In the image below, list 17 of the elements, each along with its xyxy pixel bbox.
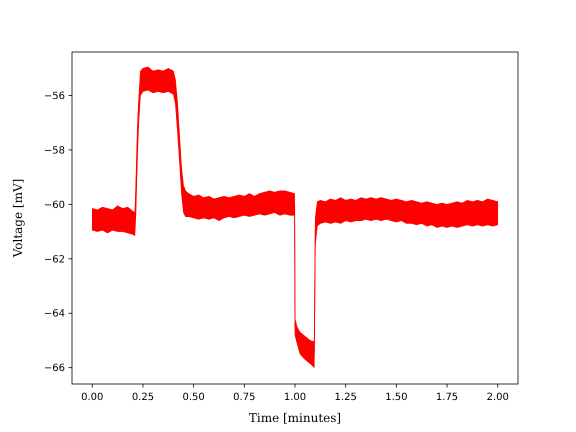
x-tick-label: 1.00 — [284, 392, 306, 403]
y-tick-label: −62 — [44, 254, 65, 266]
x-tick-label: 1.25 — [334, 392, 357, 403]
y-tick-label: −66 — [44, 363, 65, 374]
y-tick-label: −60 — [44, 200, 65, 211]
y-tick-label: −56 — [44, 91, 65, 102]
y-tick-label: −64 — [44, 308, 65, 320]
x-tick-label: 0.50 — [182, 392, 205, 403]
x-tick-label: 1.75 — [436, 392, 458, 403]
y-tick-label: −58 — [44, 145, 65, 156]
x-axis-title: Time [minutes] — [248, 411, 342, 425]
x-tick-label: 0.00 — [81, 392, 104, 403]
x-tick-label: 1.50 — [385, 392, 408, 403]
x-tick-label: 2.00 — [486, 392, 509, 403]
x-tick-label: 0.25 — [132, 392, 154, 403]
x-tick-label: 0.75 — [233, 392, 256, 403]
y-axis-title: Voltage [mV] — [11, 178, 25, 258]
